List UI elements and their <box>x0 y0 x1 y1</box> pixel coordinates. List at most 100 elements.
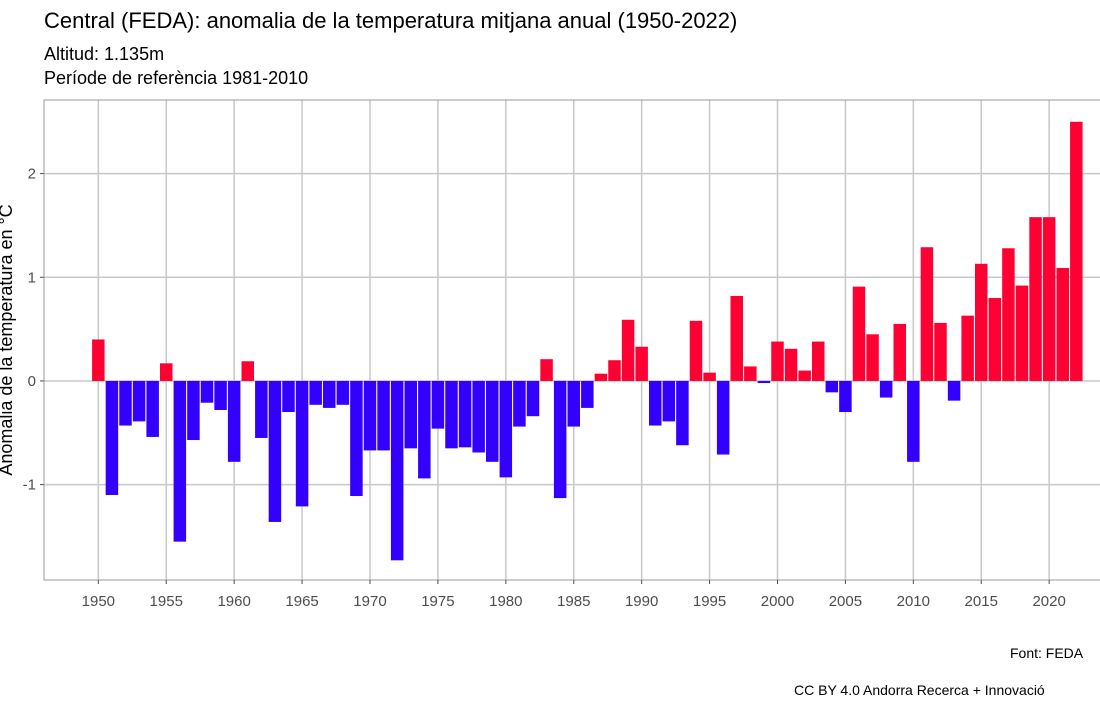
bar-1963 <box>268 380 282 522</box>
bar-1993 <box>676 380 689 446</box>
bar-2022 <box>1070 121 1083 381</box>
bar-1983 <box>540 359 553 381</box>
x-tick-label: 1960 <box>217 593 250 610</box>
y-axis-label: Anomalia de la temperatura en °C <box>0 204 16 475</box>
bar-1978 <box>472 380 485 453</box>
bar-1988 <box>608 360 621 381</box>
bar-1976 <box>445 380 458 449</box>
bar-1982 <box>526 380 540 417</box>
bar-1954 <box>146 380 159 437</box>
bar-1985 <box>567 380 580 427</box>
bar-2013 <box>947 380 961 401</box>
bar-1960 <box>227 380 241 462</box>
bar-1995 <box>703 372 716 381</box>
x-tick-label: 2005 <box>829 593 862 610</box>
x-axis: 1950 1955 1960 1965 1970 1975 1980 1985 1990 1995… <box>82 580 1066 610</box>
bar-1972 <box>390 380 404 561</box>
x-tick-label: 1995 <box>693 593 726 610</box>
bar-2003 <box>811 341 825 381</box>
bar-1984 <box>553 380 567 499</box>
bar-1967 <box>322 380 336 408</box>
bar-1957 <box>187 380 200 441</box>
bar-1950 <box>92 339 105 381</box>
x-tick-label: 2000 <box>761 593 794 610</box>
bar-2006 <box>852 286 866 381</box>
x-tick-label: 1950 <box>82 593 115 610</box>
y-tick-label: 2 <box>28 166 36 183</box>
bar-1998 <box>744 366 757 381</box>
bar-1994 <box>689 320 703 381</box>
bar-1968 <box>336 380 350 405</box>
bar-2004 <box>825 380 839 393</box>
bar-1959 <box>214 380 227 410</box>
bar-1953 <box>132 380 146 422</box>
bar-1965 <box>295 380 309 507</box>
bar-2017 <box>1002 248 1015 381</box>
bar-1974 <box>418 380 431 479</box>
bar-1956 <box>173 380 187 542</box>
bar-1970 <box>363 380 377 451</box>
panel-border <box>43 99 1100 581</box>
bar-1973 <box>404 380 417 449</box>
bar-2018 <box>1015 285 1029 381</box>
y-tick-label: 1 <box>28 269 36 286</box>
bar-1958 <box>200 380 214 403</box>
x-tick-label: 1975 <box>421 593 454 610</box>
bar-1980 <box>499 380 513 478</box>
bar-1989 <box>621 319 635 381</box>
bar-2008 <box>879 380 893 398</box>
bar-1969 <box>350 380 363 497</box>
x-tick-label: 1985 <box>557 593 590 610</box>
bar-1971 <box>377 380 390 451</box>
bar-1996 <box>716 380 730 455</box>
bar-2000 <box>771 341 784 381</box>
chart-subtitle-reference: Període de referència 1981-2010 <box>44 68 308 88</box>
bar-1987 <box>594 373 608 381</box>
bar-1952 <box>119 380 132 426</box>
x-tick-label: 2020 <box>1032 593 1065 610</box>
x-tick-label: 1990 <box>625 593 658 610</box>
x-tick-label: 1965 <box>285 593 318 610</box>
bar-1981 <box>513 380 526 427</box>
bar-1990 <box>635 346 648 381</box>
bar-2014 <box>961 315 974 381</box>
y-tick-label: -1 <box>23 477 36 494</box>
bar-1997 <box>730 295 743 381</box>
x-tick-label: 1980 <box>489 593 522 610</box>
bar-1966 <box>309 380 322 405</box>
bar-1999 <box>757 380 771 384</box>
bar-1951 <box>105 380 119 495</box>
bar-1962 <box>255 380 268 438</box>
bar-2010 <box>907 380 920 462</box>
x-tick-label: 1970 <box>353 593 386 610</box>
bar-2009 <box>893 323 906 381</box>
bar-1964 <box>282 380 295 413</box>
bar-2016 <box>988 298 1002 381</box>
bar-1977 <box>458 380 472 448</box>
y-tick-label: 0 <box>28 373 36 390</box>
chart-subtitle-altitude: Altitud: 1.135m <box>44 44 164 64</box>
bar-1961 <box>241 361 254 381</box>
chart-title: Central (FEDA): anomalia de la temperatu… <box>44 8 737 33</box>
bar-2012 <box>934 322 947 381</box>
caption-source: Font: FEDA <box>1010 645 1084 661</box>
bar-1991 <box>648 380 662 426</box>
bar-1955 <box>160 363 173 381</box>
caption-license: CC BY 4.0 Andorra Recerca + Innovació <box>794 682 1045 698</box>
x-tick-label: 2015 <box>965 593 998 610</box>
bar-1975 <box>431 380 445 429</box>
bar-2019 <box>1029 217 1042 381</box>
x-tick-label: 2010 <box>897 593 930 610</box>
bar-2015 <box>974 263 988 381</box>
bar-2020 <box>1042 217 1056 381</box>
bar-2011 <box>920 247 934 381</box>
bar-2007 <box>866 334 879 381</box>
bar-2001 <box>784 348 798 381</box>
bar-1986 <box>581 380 594 408</box>
bar-2002 <box>798 370 811 381</box>
x-tick-label: 1955 <box>150 593 183 610</box>
y-axis: 2 1 0 -1 <box>23 166 44 494</box>
bar-2005 <box>839 380 852 413</box>
bar-1992 <box>662 380 676 422</box>
